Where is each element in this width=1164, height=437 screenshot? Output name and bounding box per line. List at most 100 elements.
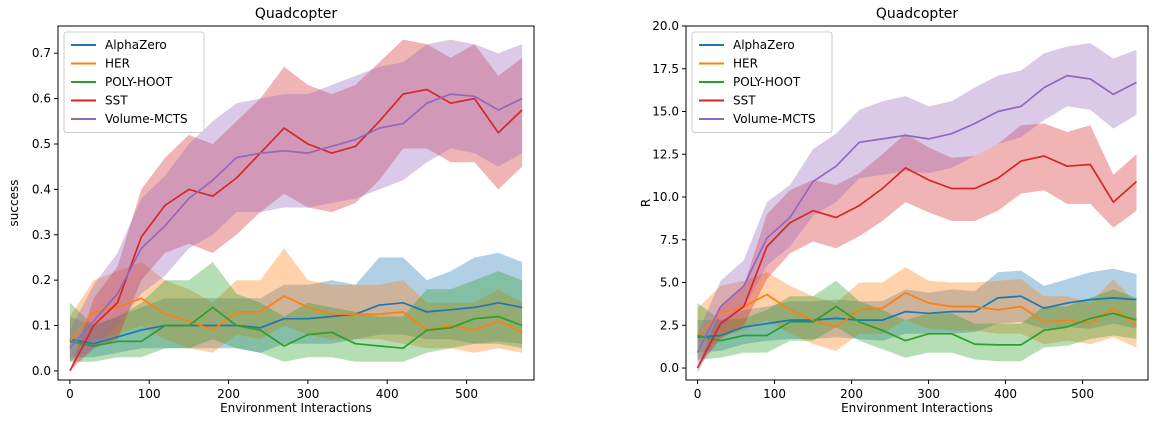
data-point-her xyxy=(1112,307,1114,309)
data-point-her xyxy=(497,320,499,322)
data-point-poly-hoot xyxy=(188,324,190,326)
series-line-sst xyxy=(696,155,1138,369)
data-point-poly-hoot xyxy=(835,305,837,307)
data-point-volume-mcts xyxy=(789,216,791,218)
confidence-band-volume-mcts xyxy=(697,43,1137,374)
data-point-alphazero xyxy=(426,311,428,313)
data-point-volume-mcts xyxy=(116,293,118,295)
data-point-volume-mcts xyxy=(766,237,768,239)
y-tick-label: 5.0 xyxy=(660,276,679,290)
legend-box xyxy=(691,31,833,133)
data-point-alphazero xyxy=(1135,298,1137,300)
data-point-her xyxy=(1066,319,1068,321)
data-point-sst xyxy=(858,204,860,206)
data-point-alphazero xyxy=(835,317,837,319)
data-point-her xyxy=(307,306,309,308)
legend-label-her: HER xyxy=(733,57,758,71)
legend-label-poly-hoot: POLY-HOOT xyxy=(105,75,173,89)
data-point-alphazero xyxy=(140,329,142,331)
data-point-sst xyxy=(696,367,698,369)
data-point-volume-mcts xyxy=(927,138,929,140)
data-point-sst xyxy=(497,132,499,134)
data-point-alphazero xyxy=(1089,298,1091,300)
chart-1: 0 100 200 300 400 500 0.0 0.1 0.2 0.3 0.4 0.5 0.6 0.7… xyxy=(7,6,535,415)
data-point-volume-mcts xyxy=(1135,81,1137,83)
x-axis-label: Environment Interactions xyxy=(220,401,372,415)
data-point-her xyxy=(283,295,285,297)
confidence-band-volume-mcts xyxy=(69,39,523,362)
data-point-volume-mcts xyxy=(307,152,309,154)
confidence-band-alphazero xyxy=(69,252,523,358)
chart-2: 0 100 200 300 400 500 0.0 2.5 5.0 7.5 10.0 12.5 15.0… xyxy=(639,6,1149,415)
data-point-her xyxy=(450,324,452,326)
chart-title: Quadcopter xyxy=(255,6,338,22)
data-point-her xyxy=(212,329,214,331)
data-point-sst xyxy=(1020,160,1022,162)
data-point-poly-hoot xyxy=(331,331,333,333)
data-point-sst xyxy=(140,236,142,238)
data-point-sst xyxy=(307,143,309,145)
data-point-her xyxy=(378,313,380,315)
data-point-alphazero xyxy=(378,304,380,306)
data-point-poly-hoot xyxy=(719,340,721,342)
data-point-her xyxy=(950,305,952,307)
data-point-her xyxy=(116,306,118,308)
data-point-her xyxy=(331,313,333,315)
x-tick-label: 500 xyxy=(455,387,478,401)
y-axis-label: R xyxy=(639,199,653,207)
data-point-poly-hoot xyxy=(69,340,71,342)
data-point-alphazero xyxy=(116,336,118,338)
data-point-alphazero xyxy=(259,327,261,329)
data-point-her xyxy=(235,311,237,313)
x-tick-label: 300 xyxy=(917,387,940,401)
data-point-alphazero xyxy=(974,310,976,312)
data-point-poly-hoot xyxy=(789,321,791,323)
data-point-her xyxy=(927,302,929,304)
data-point-poly-hoot xyxy=(402,347,404,349)
data-point-sst xyxy=(950,187,952,189)
legend-label-volume-mcts: Volume-MCTS xyxy=(105,112,188,126)
data-point-poly-hoot xyxy=(997,344,999,346)
data-point-volume-mcts xyxy=(354,138,356,140)
data-point-sst xyxy=(212,195,214,197)
data-point-poly-hoot xyxy=(426,329,428,331)
data-point-sst xyxy=(1135,180,1137,182)
legend-label-volume-mcts: Volume-MCTS xyxy=(733,112,816,126)
data-point-poly-hoot xyxy=(450,327,452,329)
data-point-volume-mcts xyxy=(1043,86,1045,88)
data-point-volume-mcts xyxy=(259,152,261,154)
x-axis-label: Environment Interactions xyxy=(841,401,993,415)
data-point-her xyxy=(997,309,999,311)
data-point-poly-hoot xyxy=(235,324,237,326)
data-point-volume-mcts xyxy=(997,110,999,112)
data-point-sst xyxy=(1066,165,1068,167)
data-point-poly-hoot xyxy=(164,324,166,326)
data-point-volume-mcts xyxy=(283,150,285,152)
data-point-volume-mcts xyxy=(1020,105,1022,107)
chart-title: Quadcopter xyxy=(876,6,959,22)
y-tick-label: 10.0 xyxy=(652,190,679,204)
data-point-alphazero xyxy=(473,306,475,308)
data-point-her xyxy=(1043,321,1045,323)
plot-frame xyxy=(57,25,535,381)
data-point-alphazero xyxy=(719,334,721,336)
data-point-her xyxy=(93,311,95,313)
data-point-alphazero xyxy=(402,302,404,304)
data-point-sst xyxy=(881,187,883,189)
data-point-volume-mcts xyxy=(402,122,404,124)
data-point-sst xyxy=(997,177,999,179)
legend-label-alphazero: AlphaZero xyxy=(733,38,795,52)
data-point-volume-mcts xyxy=(164,225,166,227)
x-tick-label: 400 xyxy=(376,387,399,401)
data-point-sst xyxy=(789,222,791,224)
series-line-poly-hoot xyxy=(697,305,1137,346)
series-line-alphazero xyxy=(69,301,523,345)
data-point-sst xyxy=(835,216,837,218)
data-point-sst xyxy=(188,188,190,190)
data-point-poly-hoot xyxy=(116,340,118,342)
data-point-volume-mcts xyxy=(881,138,883,140)
data-point-volume-mcts xyxy=(93,320,95,322)
data-point-her xyxy=(140,297,142,299)
data-point-sst xyxy=(1043,155,1045,157)
data-point-sst xyxy=(1089,163,1091,165)
